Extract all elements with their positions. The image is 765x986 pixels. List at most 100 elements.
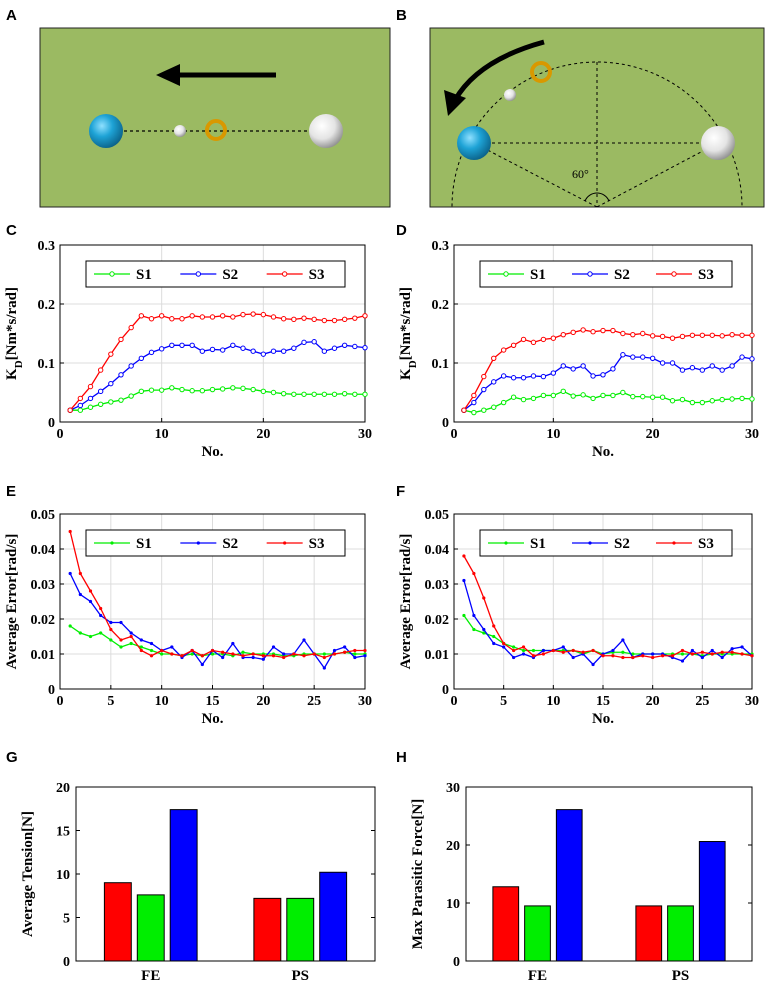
legend-marker-s3 — [281, 271, 288, 277]
data-point-s2 — [591, 662, 595, 667]
legend-label-s1: S1 — [530, 536, 546, 552]
data-point-s1 — [729, 396, 735, 402]
chart-d: 0 10 20 30 0 0.1 0.2 0.3 No. KD[Nm*s/rad] S1 S2 S3 — [398, 239, 759, 460]
data-point-s1 — [531, 648, 536, 653]
rotation-arrow-arc — [452, 39, 545, 102]
data-point-s2 — [690, 648, 695, 653]
data-point-s2 — [590, 373, 596, 379]
data-point-s3 — [669, 335, 676, 341]
data-point-s2 — [571, 655, 575, 660]
data-point-s3 — [160, 648, 164, 653]
data-point-s2 — [270, 348, 277, 354]
data-point-s3 — [341, 316, 348, 323]
data-point-s1 — [659, 394, 666, 400]
data-point-s3 — [651, 655, 655, 660]
white-ball — [309, 114, 343, 148]
bar-s2 — [698, 841, 726, 962]
data-point-s3 — [109, 627, 113, 632]
data-point-s3 — [301, 315, 307, 321]
data-point-s1 — [158, 387, 165, 393]
data-point-s2 — [541, 648, 546, 653]
data-point-s1 — [669, 398, 676, 404]
data-point-s1 — [590, 395, 596, 402]
series-line-s3 — [463, 329, 752, 411]
data-point-s3 — [221, 650, 225, 654]
data-point-s1 — [209, 386, 216, 393]
data-point-s1 — [521, 648, 526, 653]
y-tick-label: 0.04 — [31, 543, 56, 558]
data-point-s3 — [510, 342, 517, 348]
data-point-s3 — [343, 650, 347, 654]
data-point-s3 — [541, 652, 546, 656]
data-point-s2 — [179, 342, 185, 348]
data-point-s1 — [709, 398, 715, 404]
y-tick-label: 0.1 — [38, 357, 56, 372]
legend-marker-s2 — [196, 541, 200, 545]
data-point-s2 — [471, 399, 477, 406]
data-point-s3 — [209, 314, 216, 320]
data-point-s3 — [362, 313, 368, 319]
data-point-s1 — [482, 631, 486, 635]
data-point-s3 — [200, 654, 204, 658]
data-point-s1 — [331, 391, 338, 397]
data-point-s1 — [500, 399, 507, 406]
data-point-s1 — [680, 652, 685, 656]
data-point-s1 — [520, 396, 527, 403]
data-point-s2 — [139, 638, 143, 642]
data-point-s2 — [311, 339, 317, 345]
legend-marker-s1 — [110, 541, 114, 545]
data-point-s3 — [729, 331, 735, 338]
data-point-s2 — [491, 379, 497, 385]
data-point-s3 — [570, 329, 576, 336]
y-axis-label: KD[Nm*s/rad] — [398, 287, 419, 380]
data-point-s1 — [353, 652, 357, 656]
data-point-s3 — [231, 652, 235, 656]
data-point-s1 — [550, 392, 557, 399]
y-tick-label: 0.03 — [31, 578, 56, 593]
data-point-s2 — [679, 367, 686, 373]
data-point-s2 — [199, 348, 206, 354]
data-point-s1 — [739, 395, 745, 402]
data-point-s2 — [302, 638, 306, 642]
data-point-s2 — [540, 373, 547, 380]
x-tick-label: 0 — [57, 694, 64, 709]
data-point-s2 — [699, 367, 706, 373]
data-point-s3 — [640, 330, 646, 337]
y-axis-label: Max Parasitic Force[N] — [410, 799, 426, 950]
data-point-s2 — [651, 652, 655, 656]
y-tick-label: 0 — [48, 416, 55, 431]
x-tick-label: 15 — [596, 694, 610, 709]
data-point-s3 — [472, 571, 476, 576]
data-point-s3 — [689, 332, 696, 338]
y-axis-label: Average Error[rad/s] — [398, 534, 414, 670]
data-point-s1 — [621, 650, 625, 654]
data-point-s3 — [571, 648, 575, 653]
data-point-s2 — [520, 375, 527, 381]
data-point-s1 — [270, 389, 277, 396]
data-point-s3 — [270, 314, 277, 320]
x-tick-label: 5 — [500, 694, 507, 709]
x-category-label: PS — [672, 968, 690, 984]
data-point-s3 — [461, 407, 467, 413]
data-point-s1 — [620, 389, 626, 396]
blue-ball — [457, 126, 491, 160]
chart-c: 0 10 20 30 0 0.1 0.2 0.3 No. KD[Nm*s/rad] S1 S2 S3 — [4, 239, 372, 460]
data-point-s2 — [209, 346, 216, 353]
data-point-s1 — [118, 397, 124, 403]
data-point-s3 — [580, 327, 586, 333]
data-point-s3 — [78, 571, 82, 576]
data-point-s3 — [119, 638, 123, 642]
data-point-s1 — [560, 388, 566, 395]
data-point-s2 — [108, 380, 114, 387]
data-point-s1 — [109, 638, 113, 642]
data-point-s3 — [271, 654, 276, 658]
legend-label-s1: S1 — [136, 536, 152, 552]
data-point-s3 — [540, 336, 547, 343]
data-point-s3 — [189, 313, 195, 319]
data-point-s1 — [352, 391, 358, 397]
x-axis-label: No. — [201, 444, 223, 460]
data-point-s1 — [491, 404, 497, 410]
data-point-s2 — [353, 655, 357, 660]
x-category-label: FE — [141, 968, 160, 984]
data-point-s2 — [749, 356, 755, 362]
